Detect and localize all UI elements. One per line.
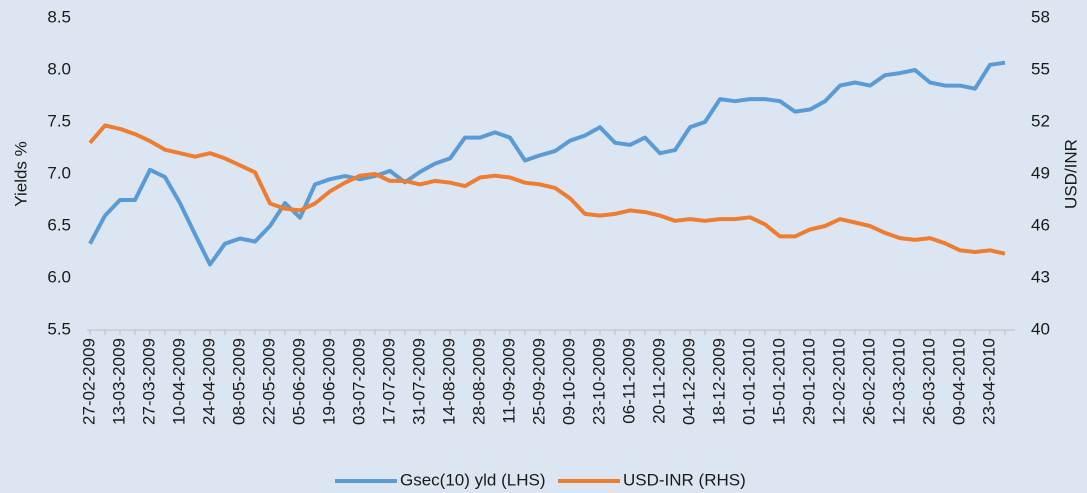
y-tick-label: 5.5: [47, 319, 71, 338]
x-tick-label: 19-06-2009: [319, 338, 338, 425]
x-tick-label: 03-07-2009: [349, 338, 368, 425]
x-tick-label: 23-04-2010: [979, 338, 998, 425]
x-tick-label: 05-06-2009: [289, 338, 308, 425]
x-tick-label: 23-10-2009: [589, 338, 608, 425]
y2-tick-label: 58: [1031, 7, 1050, 26]
series-line: [88, 123, 1006, 256]
y-tick-label: 6.5: [47, 215, 71, 234]
x-tick-label: 27-02-2009: [79, 338, 98, 425]
y2-axis-label: USD/INR: [1061, 139, 1080, 209]
y-axis-label: Yields %: [11, 141, 30, 207]
x-tick-label: 27-03-2009: [139, 338, 158, 425]
y2-tick-label: 55: [1031, 59, 1050, 78]
y-tick-label: 7.0: [47, 163, 71, 182]
x-tick-label: 10-04-2009: [169, 338, 188, 425]
x-tick-label: 06-11-2009: [619, 338, 638, 424]
x-tick-label: 22-05-2009: [259, 338, 278, 425]
x-tick-label: 26-02-2010: [859, 338, 878, 425]
x-tick-label: 09-04-2010: [949, 338, 968, 425]
x-tick-label: 14-08-2009: [439, 338, 458, 425]
x-tick-label: 08-05-2009: [229, 338, 248, 425]
x-tick-label: 24-04-2009: [199, 338, 218, 425]
x-tick-label: 18-12-2009: [709, 338, 728, 425]
series-line: [88, 60, 1006, 267]
x-tick-label: 09-10-2009: [559, 338, 578, 425]
y-tick-label: 8.5: [47, 7, 71, 26]
x-tick-label: 29-01-2010: [799, 338, 818, 425]
x-tick-label: 12-02-2010: [829, 338, 848, 425]
y2-tick-label: 46: [1031, 215, 1050, 234]
x-tick-label: 12-03-2010: [889, 338, 908, 425]
x-tick-label: 31-07-2009: [409, 338, 428, 425]
x-tick-label: 26-03-2010: [919, 338, 938, 425]
x-tick-label: 20-11-2009: [649, 338, 668, 424]
x-tick-label: 04-12-2009: [679, 338, 698, 425]
x-tick-label: 25-09-2009: [529, 338, 548, 425]
legend-label: USD-INR (RHS): [623, 470, 746, 489]
y2-tick-label: 49: [1031, 163, 1050, 182]
x-tick-label: 11-09-2009: [499, 338, 518, 424]
x-tick-label: 15-01-2010: [769, 338, 788, 425]
x-tick-label: 28-08-2009: [469, 338, 488, 425]
x-tick-label: 13-03-2009: [109, 338, 128, 425]
legend-label: Gsec(10) yld (LHS): [400, 470, 545, 489]
x-tick-label: 17-07-2009: [379, 338, 398, 425]
y-tick-label: 6.0: [47, 267, 71, 286]
y-tick-label: 8.0: [47, 59, 71, 78]
y2-tick-label: 43: [1031, 267, 1050, 286]
y2-tick-label: 52: [1031, 111, 1050, 130]
y2-tick-label: 40: [1031, 319, 1050, 338]
x-tick-label: 01-01-2010: [739, 338, 758, 425]
y-tick-label: 7.5: [47, 111, 71, 130]
